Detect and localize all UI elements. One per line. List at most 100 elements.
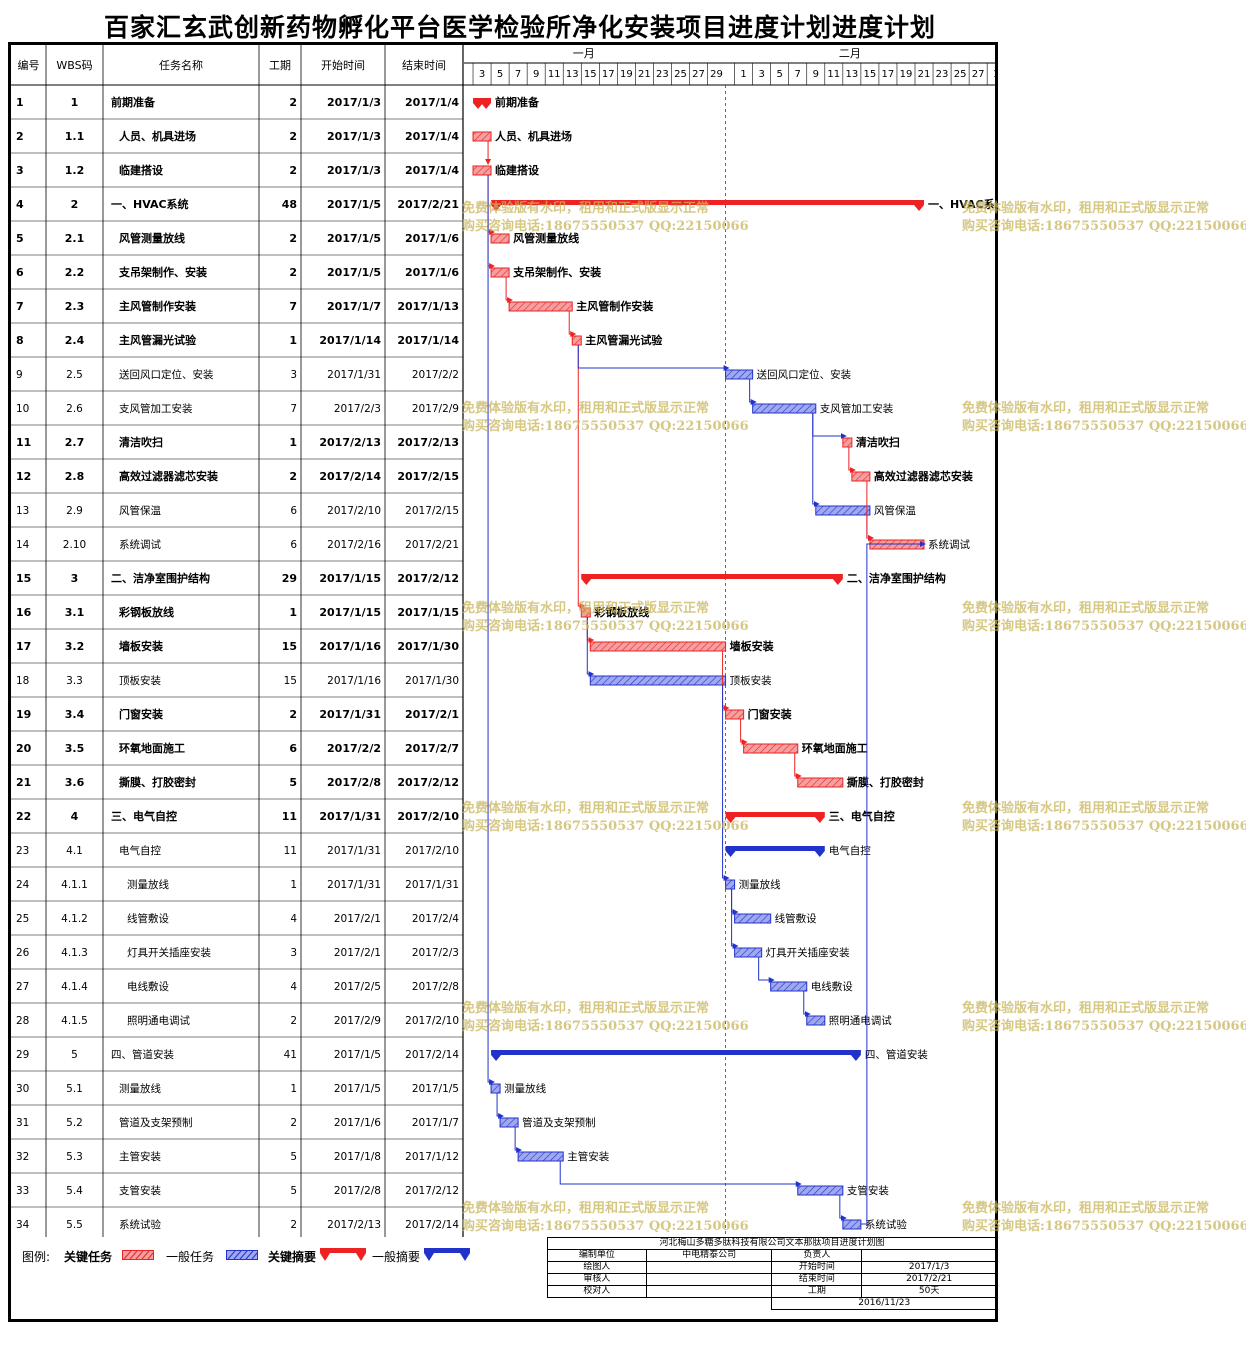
gantt-task-bar bbox=[725, 369, 754, 380]
row-wbs: 4 bbox=[71, 810, 79, 823]
row-end: 2017/1/15 bbox=[397, 606, 459, 619]
day-tick-label: 7 bbox=[515, 69, 521, 80]
unit-label: 编制单位 bbox=[547, 1249, 647, 1262]
day-tick-label: 15 bbox=[584, 69, 597, 80]
row-num: 28 bbox=[16, 1015, 29, 1027]
row-task-name: 三、电气自控 bbox=[111, 809, 177, 823]
row-end: 2017/1/30 bbox=[397, 640, 459, 653]
dependency-link bbox=[731, 889, 739, 915]
dependency-link bbox=[505, 277, 514, 303]
row-duration: 15 bbox=[284, 675, 297, 687]
row-task-name: 电气自控 bbox=[119, 844, 161, 857]
gantt-task-bar bbox=[725, 709, 745, 720]
row-duration: 5 bbox=[289, 776, 297, 789]
row-task-name: 主管安装 bbox=[119, 1150, 161, 1163]
end-value: 2017/2/21 bbox=[861, 1273, 997, 1286]
gantt-task-bar bbox=[734, 947, 763, 958]
row-end: 2017/2/4 bbox=[412, 913, 459, 925]
row-duration: 2 bbox=[290, 1219, 297, 1231]
header-num: 编号 bbox=[18, 58, 40, 72]
row-end: 2017/2/12 bbox=[397, 776, 459, 789]
row-wbs: 5.3 bbox=[66, 1151, 83, 1163]
row-end: 2017/2/3 bbox=[412, 947, 459, 959]
gantt-bar-label: 电气自控 bbox=[829, 844, 871, 857]
row-duration: 2 bbox=[290, 1015, 297, 1027]
gantt-task-bar bbox=[734, 913, 772, 924]
legend-critical-summary-swatch bbox=[320, 1248, 366, 1261]
row-end: 2017/2/12 bbox=[405, 1185, 459, 1197]
row-duration: 41 bbox=[284, 1049, 297, 1061]
row-duration: 3 bbox=[290, 947, 297, 959]
row-num: 14 bbox=[16, 539, 30, 551]
row-end: 2017/2/12 bbox=[397, 572, 459, 585]
gantt-bar-label: 人员、机具进场 bbox=[495, 129, 572, 143]
row-start: 2017/1/7 bbox=[327, 300, 381, 313]
row-duration: 5 bbox=[290, 1151, 297, 1163]
row-wbs: 2.8 bbox=[65, 470, 85, 483]
day-tick-label: 15 bbox=[864, 69, 877, 80]
row-start: 2017/1/31 bbox=[327, 369, 381, 381]
day-tick-label: 7 bbox=[795, 69, 801, 80]
row-duration: 15 bbox=[282, 640, 297, 653]
reviewer-label: 审核人 bbox=[547, 1273, 647, 1286]
header-name: 任务名称 bbox=[159, 58, 203, 72]
row-task-name: 电线敷设 bbox=[127, 980, 169, 993]
gantt-task-bar bbox=[499, 1117, 519, 1128]
row-duration: 6 bbox=[290, 505, 297, 517]
row-num: 12 bbox=[16, 470, 31, 483]
gantt-bar-label: 二、洁净室围护结构 bbox=[847, 571, 946, 585]
row-num: 27 bbox=[16, 981, 29, 993]
row-end: 2017/2/21 bbox=[405, 539, 459, 551]
row-wbs: 2.6 bbox=[66, 403, 83, 415]
row-task-name: 管道及支架预制 bbox=[119, 1116, 193, 1129]
row-duration: 2 bbox=[289, 470, 297, 483]
day-tick-label: 21 bbox=[918, 69, 931, 80]
row-num: 6 bbox=[16, 266, 24, 279]
day-tick-label: 1 bbox=[993, 69, 995, 80]
row-num: 34 bbox=[16, 1219, 30, 1231]
gantt-bar-label: 测量放线 bbox=[504, 1082, 546, 1095]
row-duration: 7 bbox=[289, 300, 297, 313]
row-task-name: 系统试验 bbox=[119, 1218, 161, 1231]
row-duration: 11 bbox=[282, 810, 297, 823]
row-wbs: 4.1 bbox=[66, 845, 83, 857]
duration-value: 50天 bbox=[861, 1285, 997, 1298]
row-num: 9 bbox=[16, 369, 23, 381]
start-value: 2017/1/3 bbox=[861, 1261, 997, 1274]
row-wbs: 1.1 bbox=[65, 130, 85, 143]
row-end: 2017/2/13 bbox=[397, 436, 459, 449]
owner-value bbox=[861, 1249, 997, 1262]
gantt-bar-label: 支吊架制作、安装 bbox=[512, 265, 601, 279]
gantt-bar-label: 环氧地面施工 bbox=[802, 741, 868, 755]
row-start: 2017/2/1 bbox=[334, 947, 381, 959]
gantt-task-bar bbox=[490, 233, 510, 244]
row-wbs: 2.7 bbox=[65, 436, 85, 449]
gantt-bar-label: 顶板安装 bbox=[730, 674, 772, 687]
row-num: 24 bbox=[16, 879, 30, 891]
gantt-bar-label: 灯具开关插座安装 bbox=[766, 946, 850, 959]
row-end: 2017/1/5 bbox=[412, 1083, 459, 1095]
dependency-link bbox=[731, 889, 739, 949]
gantt-bar-label: 四、管道安装 bbox=[865, 1048, 928, 1061]
gantt-summary-bar bbox=[491, 1050, 861, 1061]
watermark-text: 免费体验版有水印，租用和正式版显示正常 购买咨询电话:18675550537 QQ… bbox=[962, 201, 1246, 234]
row-start: 2017/1/16 bbox=[319, 640, 381, 653]
row-duration: 2 bbox=[289, 708, 297, 721]
checker-value bbox=[645, 1285, 773, 1298]
row-num: 21 bbox=[16, 776, 31, 789]
date-value: 2016/11/23 bbox=[771, 1297, 997, 1310]
row-end: 2017/2/10 bbox=[405, 1015, 459, 1027]
watermark-text: 免费体验版有水印，租用和正式版显示正常 购买咨询电话:18675550537 QQ… bbox=[962, 401, 1246, 434]
row-end: 2017/1/31 bbox=[405, 879, 459, 891]
row-wbs: 2.3 bbox=[65, 300, 85, 313]
day-tick-label: 25 bbox=[954, 69, 967, 80]
day-tick-label: 1 bbox=[740, 69, 746, 80]
dependency-link bbox=[803, 991, 811, 1017]
row-num: 11 bbox=[16, 436, 31, 449]
row-num: 3 bbox=[16, 164, 24, 177]
watermark-text: 免费体验版有水印，租用和正式版显示正常 购买咨询电话:18675550537 QQ… bbox=[962, 1001, 1246, 1034]
gantt-task-bar bbox=[770, 981, 808, 992]
row-wbs: 3.3 bbox=[66, 675, 83, 687]
row-start: 2017/2/1 bbox=[334, 913, 381, 925]
